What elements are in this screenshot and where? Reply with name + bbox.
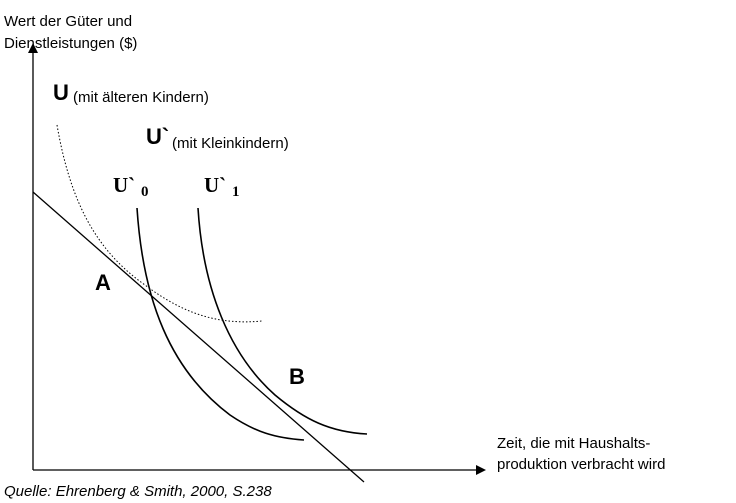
curve-note: (mit älteren Kindern) — [73, 89, 209, 106]
x-axis-label: Zeit, die mit Haushalts- — [497, 435, 650, 452]
curve-label: U` — [113, 173, 135, 197]
curve-note: (mit Kleinkindern) — [172, 135, 289, 152]
curve-subscript: 1 — [232, 184, 240, 200]
curve-label: U — [53, 80, 69, 105]
indifference-curve-u — [56, 124, 263, 323]
point-label: A — [95, 270, 111, 295]
curve-label: U` — [204, 173, 226, 197]
indifference-curve-u0 — [136, 207, 305, 441]
y-axis-label: Dienstleistungen ($) — [4, 35, 137, 52]
source: Quelle: Ehrenberg & Smith, 2000, S.238 — [4, 483, 272, 500]
point-label: B — [289, 364, 305, 389]
budget-line — [32, 191, 365, 483]
x-axis-label: produktion verbracht wird — [497, 456, 665, 473]
y-axis-label: Wert der Güter und — [4, 13, 132, 30]
indifference-curve-u1 — [197, 207, 368, 435]
curve-label: U` — [146, 124, 169, 149]
curve-subscript: 0 — [141, 184, 149, 200]
